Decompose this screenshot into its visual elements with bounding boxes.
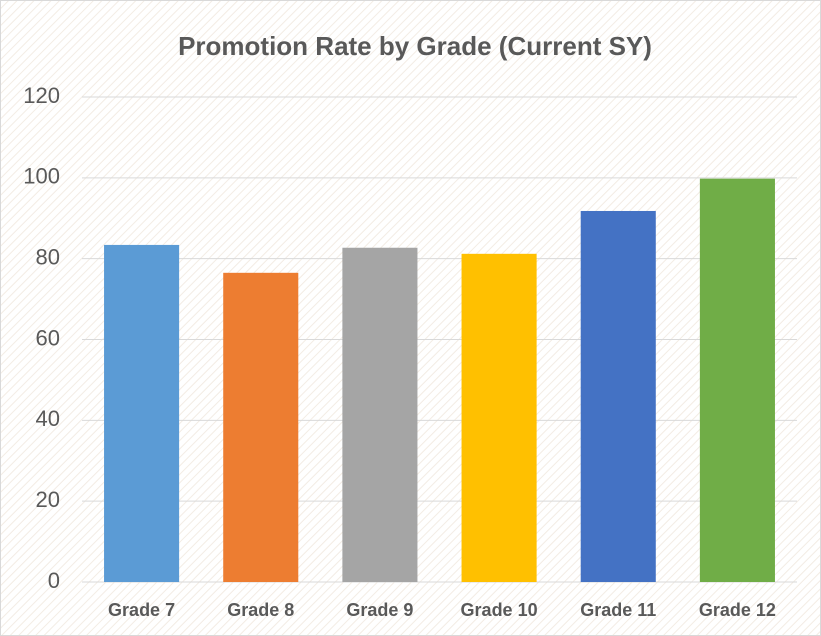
chart-title: Promotion Rate by Grade (Current SY) xyxy=(178,31,652,61)
x-tick-label: Grade 11 xyxy=(580,600,656,620)
y-tick-label: 20 xyxy=(36,487,60,512)
y-tick-label: 60 xyxy=(36,325,60,350)
y-tick-label: 100 xyxy=(23,164,60,189)
bar xyxy=(580,210,656,582)
y-tick-label: 0 xyxy=(48,568,60,593)
x-tick-label: Grade 10 xyxy=(461,600,538,620)
y-tick-label: 40 xyxy=(36,406,60,431)
bar xyxy=(699,178,775,582)
bar xyxy=(223,272,299,582)
bar xyxy=(104,244,180,583)
x-tick-label: Grade 12 xyxy=(699,600,776,620)
x-tick-label: Grade 9 xyxy=(346,600,413,620)
y-tick-label: 80 xyxy=(36,244,60,269)
y-tick-label: 120 xyxy=(23,83,60,108)
bar xyxy=(461,253,537,583)
bar xyxy=(342,247,418,583)
x-tick-label: Grade 7 xyxy=(108,600,175,620)
x-tick-label: Grade 8 xyxy=(227,600,294,620)
